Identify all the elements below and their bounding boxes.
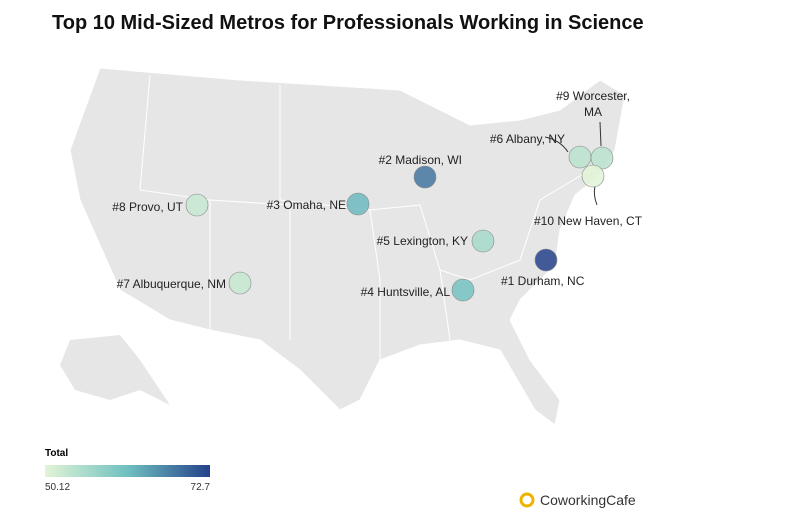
metro-label: #6 Albany, NY <box>489 132 565 146</box>
metro-label: #9 Worcester, MA <box>556 89 630 119</box>
metro-marker <box>581 164 605 188</box>
metro-marker <box>413 165 437 189</box>
metro-label: #3 Omaha, NE <box>266 198 346 212</box>
brand: CoworkingCafe <box>540 492 636 508</box>
metro-marker <box>590 146 614 170</box>
arrows <box>544 121 602 206</box>
metro-marker <box>568 145 592 169</box>
metro-label: #10 New Haven, CT <box>534 214 643 228</box>
metro-label: #8 Provo, UT <box>112 200 183 214</box>
metro-marker <box>228 271 252 295</box>
alaska-shape <box>60 335 170 405</box>
metro-label: #2 Madison, WI <box>378 153 462 167</box>
metro-label: #7 Albuquerque, NM <box>116 277 226 291</box>
brand-icon <box>519 492 535 508</box>
metro-marker <box>346 192 370 216</box>
metro-label: #5 Lexington, KY <box>376 234 468 248</box>
metro-label: #1 Durham, NC <box>501 274 585 288</box>
legend-gradient <box>45 465 210 477</box>
legend-max: 72.7 <box>191 482 211 493</box>
metro-marker <box>185 193 209 217</box>
metro-marker <box>534 248 558 272</box>
metro-marker <box>471 229 495 253</box>
us-shape <box>69 67 626 426</box>
metro-marker <box>451 278 475 302</box>
map-layer <box>60 67 626 426</box>
state-lines <box>139 74 591 360</box>
legend-min: 50.12 <box>45 482 70 493</box>
title: Top 10 Mid-Sized Metros for Professional… <box>52 12 644 34</box>
metro-label: #4 Huntsville, AL <box>360 285 450 299</box>
legend-title: Total <box>45 448 68 459</box>
